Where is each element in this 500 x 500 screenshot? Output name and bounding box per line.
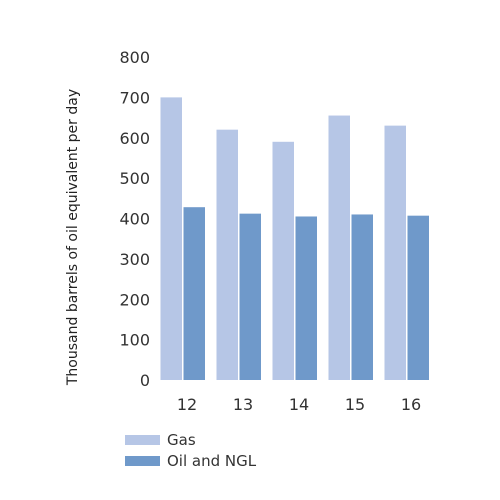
y-tick-label: 500	[119, 169, 150, 188]
y-tick-label: 800	[119, 48, 150, 67]
legend-label: Gas	[167, 431, 196, 449]
bars	[160, 97, 429, 380]
y-tick-label: 700	[119, 88, 150, 107]
bar-gas-13	[216, 129, 238, 380]
bar-gas-14	[272, 141, 294, 380]
bar-oil-and-ngl-12	[183, 207, 205, 380]
x-tick-label: 12	[177, 395, 197, 414]
bar-oil-and-ngl-16	[407, 215, 429, 380]
bar-gas-12	[160, 97, 182, 380]
x-tick-label: 16	[401, 395, 421, 414]
legend-label: Oil and NGL	[167, 452, 257, 470]
y-axis-title-group: Thousand barrels of oil equivalent per d…	[65, 89, 81, 386]
x-tick-label: 13	[233, 395, 253, 414]
x-tick-label: 15	[345, 395, 365, 414]
legend-swatch	[125, 435, 160, 445]
bar-gas-15	[328, 115, 350, 380]
y-tick-label: 200	[119, 290, 150, 309]
bar-oil-and-ngl-13	[239, 213, 261, 380]
legend-swatch	[125, 456, 160, 466]
x-axis-ticks: 12 13 14 15 16	[177, 395, 421, 414]
x-tick-label: 14	[289, 395, 309, 414]
bar-gas-16	[384, 125, 406, 380]
bar-oil-and-ngl-15	[351, 214, 373, 380]
y-tick-label: 600	[119, 129, 150, 148]
y-tick-label: 100	[119, 331, 150, 350]
y-tick-label: 300	[119, 250, 150, 269]
bar-oil-and-ngl-14	[295, 216, 317, 380]
legend: Gas Oil and NGL	[125, 431, 257, 470]
y-axis-title: Thousand barrels of oil equivalent per d…	[65, 89, 81, 386]
y-axis-ticks: 0 100 200 300 400 500 600 700 800	[119, 48, 150, 390]
y-tick-label: 400	[119, 210, 150, 229]
y-tick-label: 0	[140, 371, 150, 390]
